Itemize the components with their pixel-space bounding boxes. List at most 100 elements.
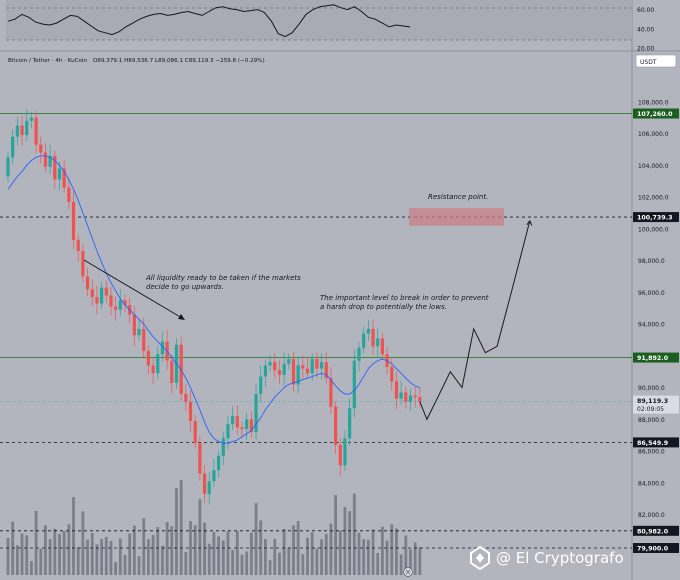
candle-body xyxy=(413,395,417,398)
volume-bar xyxy=(320,539,323,575)
candle-body xyxy=(296,365,300,385)
candle-body xyxy=(20,125,24,136)
volume-bar xyxy=(104,536,108,575)
annotation-liquidity-line-2: decide to go upwards. xyxy=(146,283,224,291)
candle-body xyxy=(53,155,57,180)
annotation-liquidity-line-1: All liquidity ready to be taken if the m… xyxy=(145,274,301,282)
volume-bar xyxy=(371,529,375,575)
volume-bar xyxy=(212,532,216,575)
candle-body xyxy=(76,239,80,252)
volume-bar xyxy=(278,552,281,575)
volume-bar xyxy=(292,525,295,575)
volume-bar xyxy=(184,551,188,575)
volume-bar xyxy=(249,532,253,575)
candle-body xyxy=(57,168,62,180)
candle-body xyxy=(193,420,197,444)
candle-body xyxy=(231,416,235,425)
price-level-tag-text: 79,900.0 xyxy=(637,546,669,553)
volume-bar xyxy=(413,542,417,575)
volume-bar xyxy=(282,529,286,575)
indicator-tick-label: 60.00 xyxy=(637,7,654,14)
candle-body xyxy=(301,365,305,369)
candle-body xyxy=(254,393,258,433)
volume-bar xyxy=(147,539,150,575)
watermark-logo-icon xyxy=(470,545,490,571)
currency-selector[interactable] xyxy=(635,54,677,68)
volume-bar xyxy=(240,554,244,575)
price-axis-tick-label: 102,000.0 xyxy=(638,195,669,202)
last-price-tag xyxy=(633,395,679,414)
price-level-tag xyxy=(633,352,679,363)
reload-icon[interactable] xyxy=(403,567,413,577)
volume-bar xyxy=(310,532,314,575)
volume-bar xyxy=(62,531,66,575)
candle-body xyxy=(11,136,15,158)
volume-bar xyxy=(217,536,220,575)
volume-bar xyxy=(296,521,300,575)
candle-body xyxy=(156,354,160,374)
candle-body xyxy=(48,155,52,167)
volume-bar xyxy=(15,545,19,575)
candle-body xyxy=(71,201,76,240)
candle-body xyxy=(399,392,403,399)
volume-bar xyxy=(142,518,146,575)
volume-bar xyxy=(72,497,75,575)
candle-body xyxy=(132,314,136,336)
volume-bar xyxy=(114,562,118,575)
volume-bar xyxy=(58,534,61,575)
volume-bar xyxy=(301,554,305,575)
projection-arrow-head xyxy=(526,219,533,226)
candle-body xyxy=(207,481,211,495)
moving-average-line xyxy=(7,155,420,444)
volume-bar xyxy=(306,537,309,575)
candle-body xyxy=(104,287,108,296)
candle-body xyxy=(352,360,356,409)
candle-body xyxy=(34,117,38,145)
candle-body xyxy=(329,378,333,407)
volume-bar xyxy=(385,540,389,575)
candle-body xyxy=(109,295,113,307)
currency-label[interactable]: USDT xyxy=(640,59,657,66)
price-level-tag-text: 80,982.0 xyxy=(637,528,669,535)
volume-bar xyxy=(132,525,136,575)
candle-body xyxy=(123,300,127,306)
candle-body xyxy=(226,424,230,439)
volume-bar xyxy=(39,548,43,575)
candle-body xyxy=(305,368,310,374)
candle-body xyxy=(170,360,174,383)
volume-bar xyxy=(395,528,398,575)
volume-bar xyxy=(76,547,80,575)
price-axis-tick-label: 94,000.0 xyxy=(638,322,665,329)
candle-body xyxy=(240,427,244,429)
candle-body xyxy=(277,370,282,375)
volume-bar xyxy=(381,526,384,575)
symbol-title: Bitcoin / Tether · 4h · KuCoin xyxy=(8,58,88,64)
candle-body xyxy=(39,144,43,153)
candle-body xyxy=(118,300,122,310)
candle-body xyxy=(273,362,277,371)
price-axis-tick-label: 82,000.0 xyxy=(638,512,665,519)
volume-bar xyxy=(207,543,211,575)
last-price-countdown: 02:09:05 xyxy=(637,406,664,413)
candle-body xyxy=(245,419,249,429)
annotation-resistance: Resistance point. xyxy=(428,193,488,201)
candle-body xyxy=(67,187,71,202)
candle-body xyxy=(90,289,94,298)
candle-body xyxy=(6,157,10,177)
chart-background xyxy=(0,0,632,580)
candle-body xyxy=(334,406,338,445)
price-level-tag xyxy=(633,543,679,554)
candle-body xyxy=(15,125,19,137)
volume-bar xyxy=(376,552,380,575)
price-level-tag xyxy=(633,212,679,223)
volume-bar xyxy=(44,525,47,575)
price-axis-tick-label: 90,000.0 xyxy=(638,385,665,392)
price-axis-tick-label: 106,000.0 xyxy=(638,131,669,138)
volume-bar xyxy=(81,511,85,575)
candle-body xyxy=(146,351,150,366)
volume-bar xyxy=(123,554,127,575)
volume-bar xyxy=(404,535,408,575)
volume-bar xyxy=(235,531,239,575)
candle-body xyxy=(85,276,90,290)
